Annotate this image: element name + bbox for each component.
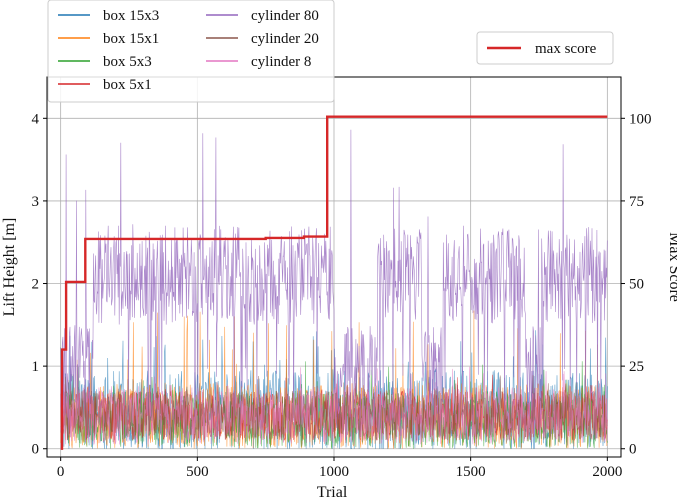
y-left-tick-label: 1 xyxy=(32,359,40,375)
legend-label: cylinder 8 xyxy=(251,54,311,70)
x-tick-label: 1000 xyxy=(319,464,349,480)
legend-max-box xyxy=(476,31,614,65)
legend-label: cylinder 80 xyxy=(251,8,319,24)
y-axis-label-left: Lift Height [m] xyxy=(1,218,18,317)
legend-label: box 15x1 xyxy=(103,31,159,47)
series-cylinder-80 xyxy=(60,129,608,430)
axes: 0 500 1000 1500 2000 0 1 2 3 4 0 25 50 75 100 xyxy=(32,111,652,480)
series-cylinder-20 xyxy=(60,375,608,441)
legend-label: box 5x3 xyxy=(103,54,152,70)
legend-max-score: max score xyxy=(476,31,614,65)
y-left-tick-label: 3 xyxy=(32,194,40,210)
legend-max-label: max score xyxy=(535,41,597,57)
legend-box xyxy=(47,0,335,103)
legend-label: cylinder 20 xyxy=(251,31,319,47)
y-right-tick-label: 0 xyxy=(629,442,637,458)
legend-label: box 15x3 xyxy=(103,8,159,24)
y-axis-label-right: Max Score xyxy=(666,232,677,302)
y-left-tick-label: 0 xyxy=(32,442,40,458)
max-score-line xyxy=(60,115,608,450)
series-cylinder-8 xyxy=(60,366,608,445)
x-axis-label: Trial xyxy=(317,484,348,500)
x-tick-label: 0 xyxy=(57,464,65,480)
grid-lines xyxy=(47,77,621,457)
y-right-tick-label: 75 xyxy=(629,194,644,210)
series-layer xyxy=(60,129,608,450)
legend-label: box 5x1 xyxy=(103,77,152,93)
x-tick-label: 500 xyxy=(186,464,209,480)
y-left-tick-label: 4 xyxy=(32,111,40,127)
y-left-tick-label: 2 xyxy=(32,277,40,293)
legend-series: box 15x3 box 15x1 box 5x3 box 5x1 cylinder 8… xyxy=(47,0,335,103)
y-right-tick-label: 50 xyxy=(629,277,644,293)
x-tick-label: 2000 xyxy=(592,464,622,480)
x-tick-label: 1500 xyxy=(456,464,486,480)
y-right-tick-label: 25 xyxy=(629,359,644,375)
y-right-tick-label: 100 xyxy=(629,111,652,127)
max-score-layer xyxy=(60,115,608,450)
